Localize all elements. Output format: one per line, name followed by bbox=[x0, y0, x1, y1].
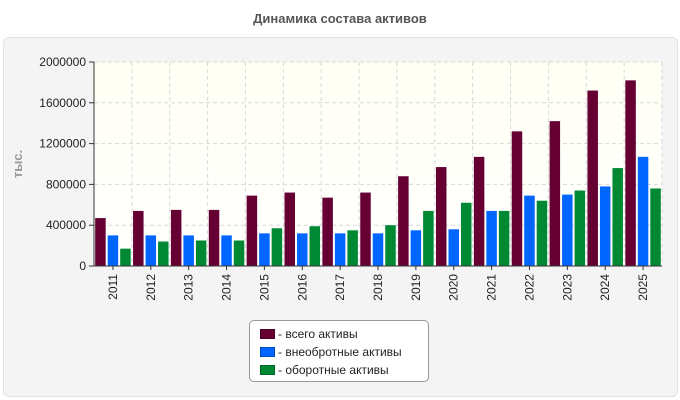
y-tick-label: 1600000 bbox=[39, 96, 86, 110]
bar-noncurrent-assets bbox=[486, 210, 497, 266]
bar-noncurrent-assets bbox=[448, 229, 459, 266]
bar-total-assets bbox=[246, 195, 258, 266]
x-tick-label: 2022 bbox=[522, 274, 536, 301]
legend-label-total-assets: - всего активы bbox=[278, 327, 358, 341]
y-tick-label: 0 bbox=[79, 259, 86, 273]
bar-noncurrent-assets bbox=[599, 186, 611, 266]
y-tick-label: 2000000 bbox=[39, 55, 86, 69]
bar-current-assets bbox=[460, 202, 472, 266]
bar-current-assets bbox=[271, 228, 283, 266]
bar-current-assets bbox=[574, 190, 586, 266]
x-tick-label: 2020 bbox=[447, 274, 461, 301]
bar-current-assets bbox=[309, 226, 321, 266]
bar-total-assets bbox=[95, 218, 106, 266]
bar-noncurrent-assets bbox=[107, 235, 119, 266]
bar-total-assets bbox=[549, 121, 561, 266]
bar-total-assets bbox=[284, 192, 296, 266]
bar-current-assets bbox=[195, 240, 207, 266]
bar-noncurrent-assets bbox=[524, 195, 535, 266]
y-tick-label: 400000 bbox=[46, 218, 86, 232]
chart-legend: - всего активы - внеобротные активы - об… bbox=[249, 320, 429, 382]
bar-noncurrent-assets bbox=[183, 235, 194, 266]
legend-item-current-assets: - оборотные активы bbox=[260, 361, 428, 379]
bar-total-assets bbox=[170, 209, 182, 266]
y-tick-label: 800000 bbox=[46, 177, 86, 191]
legend-label-noncurrent-assets: - внеобротные активы bbox=[278, 345, 402, 359]
x-tick-label: 2016 bbox=[295, 274, 309, 301]
bar-noncurrent-assets bbox=[562, 194, 573, 266]
bar-current-assets bbox=[536, 200, 548, 266]
x-tick-label: 2012 bbox=[144, 274, 158, 301]
bar-current-assets bbox=[385, 225, 396, 266]
x-tick-label: 2013 bbox=[182, 274, 196, 301]
bar-total-assets bbox=[398, 176, 409, 266]
x-tick-label: 2011 bbox=[106, 274, 120, 300]
bar-noncurrent-assets bbox=[637, 156, 649, 266]
bar-noncurrent-assets bbox=[297, 233, 308, 266]
bar-total-assets bbox=[473, 156, 485, 266]
bar-total-assets bbox=[625, 80, 636, 266]
bar-total-assets bbox=[208, 209, 220, 266]
bar-noncurrent-assets bbox=[372, 233, 384, 266]
bar-current-assets bbox=[158, 241, 169, 266]
bar-total-assets bbox=[133, 210, 144, 266]
x-tick-label: 2018 bbox=[371, 274, 385, 301]
x-tick-label: 2024 bbox=[598, 274, 612, 301]
legend-swatch-total-assets bbox=[260, 329, 275, 339]
y-axis-title: тыс. bbox=[10, 150, 25, 178]
bar-noncurrent-assets bbox=[259, 233, 270, 266]
bar-current-assets bbox=[612, 168, 623, 266]
bar-noncurrent-assets bbox=[410, 230, 422, 266]
legend-item-total-assets: - всего активы bbox=[260, 325, 428, 343]
bar-noncurrent-assets bbox=[221, 235, 232, 266]
bar-current-assets bbox=[650, 188, 661, 266]
x-tick-label: 2025 bbox=[636, 274, 650, 301]
bar-total-assets bbox=[435, 167, 447, 266]
bar-current-assets bbox=[498, 210, 510, 266]
x-tick-label: 2015 bbox=[257, 274, 271, 301]
bar-current-assets bbox=[347, 230, 358, 266]
legend-item-noncurrent-assets: - внеобротные активы bbox=[260, 343, 428, 361]
x-tick-label: 2021 bbox=[485, 274, 499, 301]
bar-total-assets bbox=[511, 131, 523, 266]
legend-label-current-assets: - оборотные активы bbox=[278, 363, 389, 377]
bar-total-assets bbox=[360, 192, 371, 266]
bar-current-assets bbox=[423, 210, 434, 266]
bar-total-assets bbox=[322, 197, 333, 266]
bar-current-assets bbox=[233, 240, 245, 266]
x-tick-label: 2023 bbox=[560, 274, 574, 301]
bar-current-assets bbox=[120, 248, 131, 266]
legend-swatch-noncurrent-assets bbox=[260, 347, 275, 357]
x-tick-label: 2017 bbox=[333, 274, 347, 301]
bar-total-assets bbox=[587, 90, 598, 266]
legend-swatch-current-assets bbox=[260, 365, 275, 375]
x-tick-label: 2019 bbox=[409, 274, 423, 301]
bar-noncurrent-assets bbox=[145, 235, 157, 266]
x-tick-label: 2014 bbox=[220, 274, 234, 301]
chart-title: Динамика состава активов bbox=[253, 11, 427, 26]
bar-noncurrent-assets bbox=[334, 233, 346, 266]
y-tick-label: 1200000 bbox=[39, 137, 86, 151]
